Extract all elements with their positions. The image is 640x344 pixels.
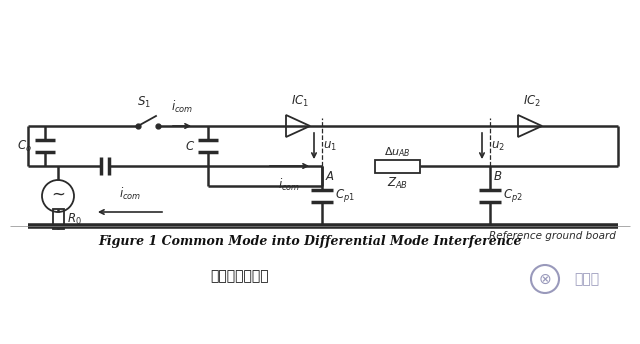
Text: $\Delta u_{AB}$: $\Delta u_{AB}$ [384,146,411,159]
Text: $C_{p1}$: $C_{p1}$ [335,187,355,204]
Text: ⊗: ⊗ [539,271,552,287]
Text: 差模干扰的共模: 差模干扰的共模 [211,269,269,283]
Text: ~: ~ [51,186,65,204]
Text: $A$: $A$ [325,170,335,183]
Text: $i_{com}$: $i_{com}$ [278,177,300,193]
Text: $S_1$: $S_1$ [137,95,151,110]
Text: $B$: $B$ [493,170,502,183]
Text: Reference ground board: Reference ground board [489,231,616,241]
Text: $IC_2$: $IC_2$ [523,94,541,109]
Text: $R_0$: $R_0$ [67,212,82,227]
Text: $C_o$: $C_o$ [17,138,32,153]
Text: Figure 1 Common Mode into Differential Mode Interference: Figure 1 Common Mode into Differential M… [99,236,522,248]
Text: $u_1$: $u_1$ [323,139,337,152]
Bar [375,160,420,172]
Bar [52,209,63,229]
Text: 日月辰: 日月辰 [575,272,600,286]
Text: $Z_{AB}$: $Z_{AB}$ [387,175,408,191]
Text: $C$: $C$ [185,140,195,152]
Text: $u_2$: $u_2$ [491,139,505,152]
Text: $i_{com}$: $i_{com}$ [171,99,193,115]
Text: $IC_1$: $IC_1$ [291,94,309,109]
Text: $C_{p2}$: $C_{p2}$ [503,187,523,204]
Text: $i_{com}$: $i_{com}$ [119,186,141,202]
